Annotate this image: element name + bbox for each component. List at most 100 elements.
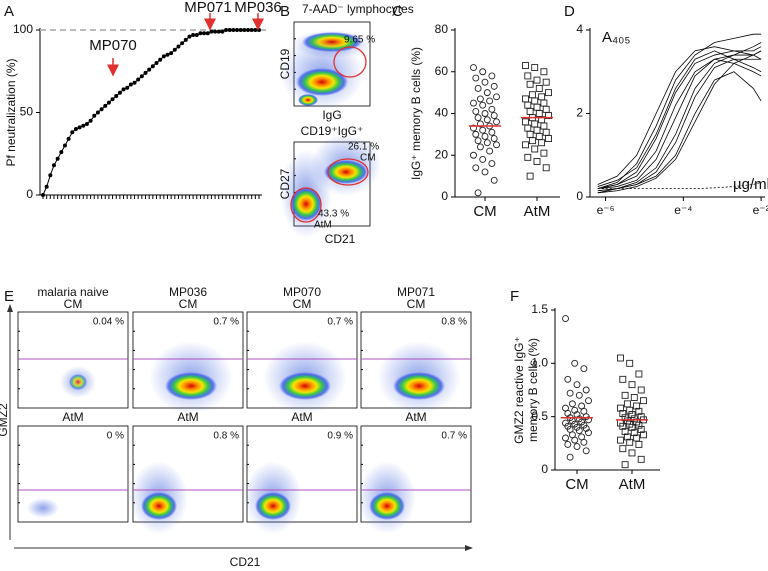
row-label: AtM (405, 410, 426, 424)
point (183, 37, 188, 42)
point (227, 28, 232, 32)
point (545, 135, 552, 143)
point (524, 72, 532, 80)
point (472, 107, 480, 115)
point (528, 137, 536, 145)
point (564, 410, 572, 417)
point (481, 110, 489, 117)
density (141, 492, 177, 520)
x-tick-label: CM (565, 476, 588, 493)
y-tick-label: 4 (576, 22, 583, 36)
point (637, 386, 645, 394)
point (633, 402, 641, 410)
gate (333, 46, 367, 78)
point (623, 400, 631, 408)
point (637, 426, 645, 433)
point (110, 97, 115, 102)
point (490, 176, 498, 184)
gate-label: 0.7 % (441, 431, 467, 442)
point (132, 80, 137, 85)
density (69, 374, 87, 390)
point (571, 406, 579, 414)
point (474, 137, 482, 145)
column-title: malaria naive (37, 285, 109, 299)
point (533, 126, 541, 134)
point (522, 118, 529, 126)
point (169, 51, 174, 56)
point (165, 52, 170, 57)
density-halo (27, 498, 59, 518)
point (490, 112, 498, 120)
point (198, 31, 203, 36)
y-tick-label: 0 (541, 462, 548, 476)
point (626, 359, 634, 367)
y-tick-label: 20 (435, 147, 449, 161)
point (582, 424, 590, 432)
x-tick-label: CM (473, 203, 496, 220)
point (70, 130, 75, 135)
point (213, 29, 218, 34)
point (92, 113, 97, 118)
axis-label: GMZ2 (0, 403, 10, 437)
point (62, 143, 67, 148)
curve (597, 58, 762, 190)
point (630, 429, 638, 437)
point (535, 133, 543, 140)
point (621, 391, 629, 399)
gate (290, 187, 322, 223)
point (571, 359, 579, 367)
point (48, 173, 53, 178)
point (238, 28, 243, 32)
point (573, 381, 581, 389)
point (99, 107, 104, 112)
point (531, 120, 539, 128)
point (540, 149, 548, 157)
point (235, 28, 240, 32)
point (253, 28, 258, 32)
point (540, 99, 548, 107)
gate (327, 158, 369, 186)
point (524, 153, 532, 161)
point (626, 406, 634, 414)
point (493, 118, 500, 126)
point (483, 116, 491, 124)
point (542, 164, 550, 172)
point (571, 436, 579, 444)
point (488, 105, 496, 113)
point (55, 156, 60, 161)
point (538, 93, 546, 101)
point (542, 78, 550, 86)
density (296, 68, 348, 96)
point (147, 67, 152, 72)
point (143, 70, 148, 75)
point (493, 141, 500, 149)
point (44, 184, 49, 189)
point (626, 438, 634, 446)
axis-label: A₄₀₅ (602, 29, 630, 46)
curve (597, 50, 762, 190)
point (114, 94, 119, 98)
x-tick-label: e⁻⁶ (597, 203, 615, 217)
point (564, 440, 572, 448)
row-label: CM (64, 297, 83, 311)
point (249, 28, 254, 32)
point (470, 64, 477, 72)
point (172, 47, 177, 52)
point (128, 82, 133, 87)
point (490, 135, 498, 143)
point (486, 147, 494, 155)
point (180, 41, 185, 46)
curve (597, 50, 762, 194)
point (619, 375, 627, 383)
density (393, 372, 445, 400)
panel-letter: E (4, 288, 14, 305)
point (628, 381, 636, 389)
point (205, 31, 210, 36)
y-tick-label: 0.5 (531, 409, 548, 423)
panel-letter: A (4, 3, 14, 20)
point (216, 29, 221, 34)
axis-label: Pf neutralization (%) (4, 58, 18, 166)
point (154, 61, 159, 65)
point (242, 28, 247, 32)
